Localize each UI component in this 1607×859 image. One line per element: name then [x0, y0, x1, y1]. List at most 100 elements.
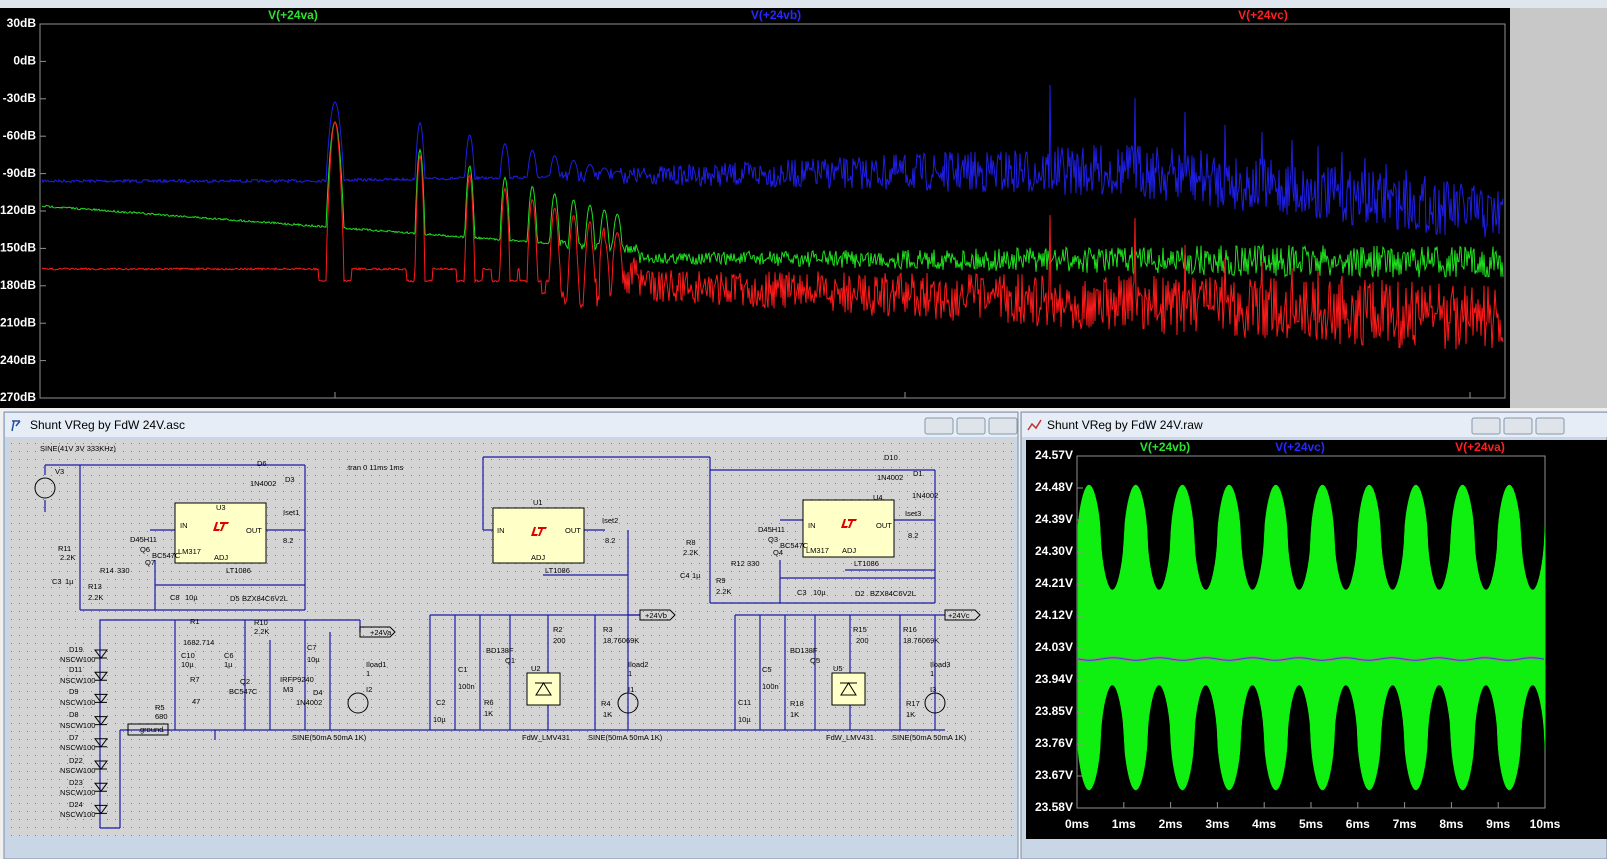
component-label: SINE(50mA 50mA 1K) — [588, 733, 663, 742]
x-tick-label: 1ms — [1112, 817, 1136, 831]
component-label: 1 — [366, 669, 370, 678]
y-tick-label: 24.39V — [1035, 512, 1073, 526]
component-label: D22 — [69, 756, 83, 765]
component-label: R16 — [903, 625, 917, 634]
y-tick-label: -60dB — [3, 128, 37, 142]
close-button[interactable] — [1535, 417, 1565, 435]
component-label: R1 — [190, 617, 200, 626]
component-label: 10µ — [181, 660, 194, 669]
component-label: NSCW100 — [60, 810, 95, 819]
window-title: Shunt VReg by FdW 24V.raw — [1047, 418, 1203, 432]
led-diode — [94, 693, 108, 704]
minimize-button[interactable] — [924, 417, 954, 435]
component-label: ADJ — [842, 546, 856, 555]
component-label: 18.76069K — [603, 636, 639, 645]
component-label: D23 — [69, 778, 83, 787]
y-tick-label: 120dB — [0, 203, 36, 217]
component-label: 1N4002 — [250, 479, 276, 488]
component-label: R14 — [100, 566, 114, 575]
component-label: ADJ — [531, 553, 545, 562]
minimize-button[interactable] — [1471, 417, 1501, 435]
component-label: C3 — [52, 577, 62, 586]
component-label: Iload2 — [628, 660, 648, 669]
component-label: 680 — [155, 712, 168, 721]
component-label: LT1086 — [545, 566, 570, 575]
component-label: 1K — [484, 709, 493, 718]
component-label: Q5 — [810, 656, 820, 665]
source — [924, 692, 946, 714]
component-label: 10µ — [738, 715, 751, 724]
component-label: C6 — [224, 651, 234, 660]
component-label: 1µ — [692, 571, 701, 580]
component-label: BC547C — [152, 551, 181, 560]
x-tick-label: 10ms — [1530, 817, 1561, 831]
shunt-ref-block — [526, 672, 561, 706]
component-label: Q1 — [505, 656, 515, 665]
y-tick-label: 24.30V — [1035, 544, 1073, 558]
component-label: R15 — [853, 625, 867, 634]
component-label: Iload3 — [930, 660, 950, 669]
component-label: 1 — [930, 669, 934, 678]
component-label: 8.2 — [283, 536, 293, 545]
component-label: D8 — [69, 710, 79, 719]
component-label: 1K — [603, 710, 612, 719]
led-diode — [94, 716, 108, 726]
regulator-block — [174, 502, 267, 564]
component-label: R13 — [88, 582, 102, 591]
trace-label: V(+24vb) — [1140, 440, 1190, 454]
component-label: D2 — [855, 589, 865, 598]
y-tick-label: 24.57V — [1035, 448, 1073, 462]
component-label: D9 — [69, 687, 79, 696]
trace-label: V(+24vb) — [751, 8, 801, 22]
y-tick-label: 24.12V — [1035, 608, 1073, 622]
component-label: M3 — [283, 685, 293, 694]
component-label: OUT — [876, 521, 892, 530]
component-label: 1N4002 — [296, 698, 322, 707]
component-label: Q3 — [768, 535, 778, 544]
component-label: SINE(41V 3V 333KHz) — [40, 444, 116, 453]
component-label: C1 — [458, 665, 468, 674]
component-label: R9 — [716, 576, 726, 585]
component-label: NSCW100 — [60, 766, 95, 775]
component-label: R2 — [553, 625, 563, 634]
component-label: D7 — [69, 733, 79, 742]
component-label: 18.76069K — [903, 636, 939, 645]
component-label: Iset2 — [602, 516, 618, 525]
component-label: LT1086 — [226, 566, 251, 575]
net-flag — [359, 626, 396, 638]
maximize-button[interactable] — [956, 417, 986, 435]
component-label: 10µ — [307, 655, 320, 664]
y-tick-label: -90dB — [3, 166, 37, 180]
close-button[interactable] — [988, 417, 1018, 435]
component-label: 1µ — [224, 660, 233, 669]
net-flag — [127, 723, 169, 736]
lt-logo — [841, 519, 857, 528]
component-label: Q7 — [145, 558, 155, 567]
component-label: .tran 0 11ms 1ms — [346, 463, 404, 472]
component-label: LT1086 — [854, 559, 879, 568]
component-label: C5 — [762, 665, 772, 674]
component-label: D19 — [69, 645, 83, 654]
led-diode — [94, 671, 108, 682]
led-diode — [94, 649, 108, 659]
component-label: BZX84C6V2L — [242, 594, 288, 603]
component-label: I3 — [930, 685, 936, 694]
component-label: IN — [180, 521, 188, 530]
title-strip — [0, 0, 1607, 8]
component-label: D45H11 — [758, 525, 785, 534]
schematic: SINE(41V 3V 333KHz) V3 D6 1N4002 D3 .tran 0 1… — [34, 444, 981, 829]
component-label: ADJ — [214, 553, 228, 562]
component-label: Q4 — [773, 548, 783, 557]
net-flag — [639, 609, 676, 621]
component-label: Iload1 — [366, 660, 386, 669]
component-label: 1N4002 — [877, 473, 903, 482]
led-diode — [94, 804, 108, 815]
component-label: 330 — [747, 559, 760, 568]
component-label: SINE(50mA 50mA 1K) — [892, 733, 967, 742]
component-label: U1 — [533, 498, 543, 507]
x-tick-label: 2ms — [1159, 817, 1183, 831]
y-tick-label: 210dB — [0, 315, 36, 329]
fft-trace — [41, 84, 1504, 238]
maximize-button[interactable] — [1503, 417, 1533, 435]
